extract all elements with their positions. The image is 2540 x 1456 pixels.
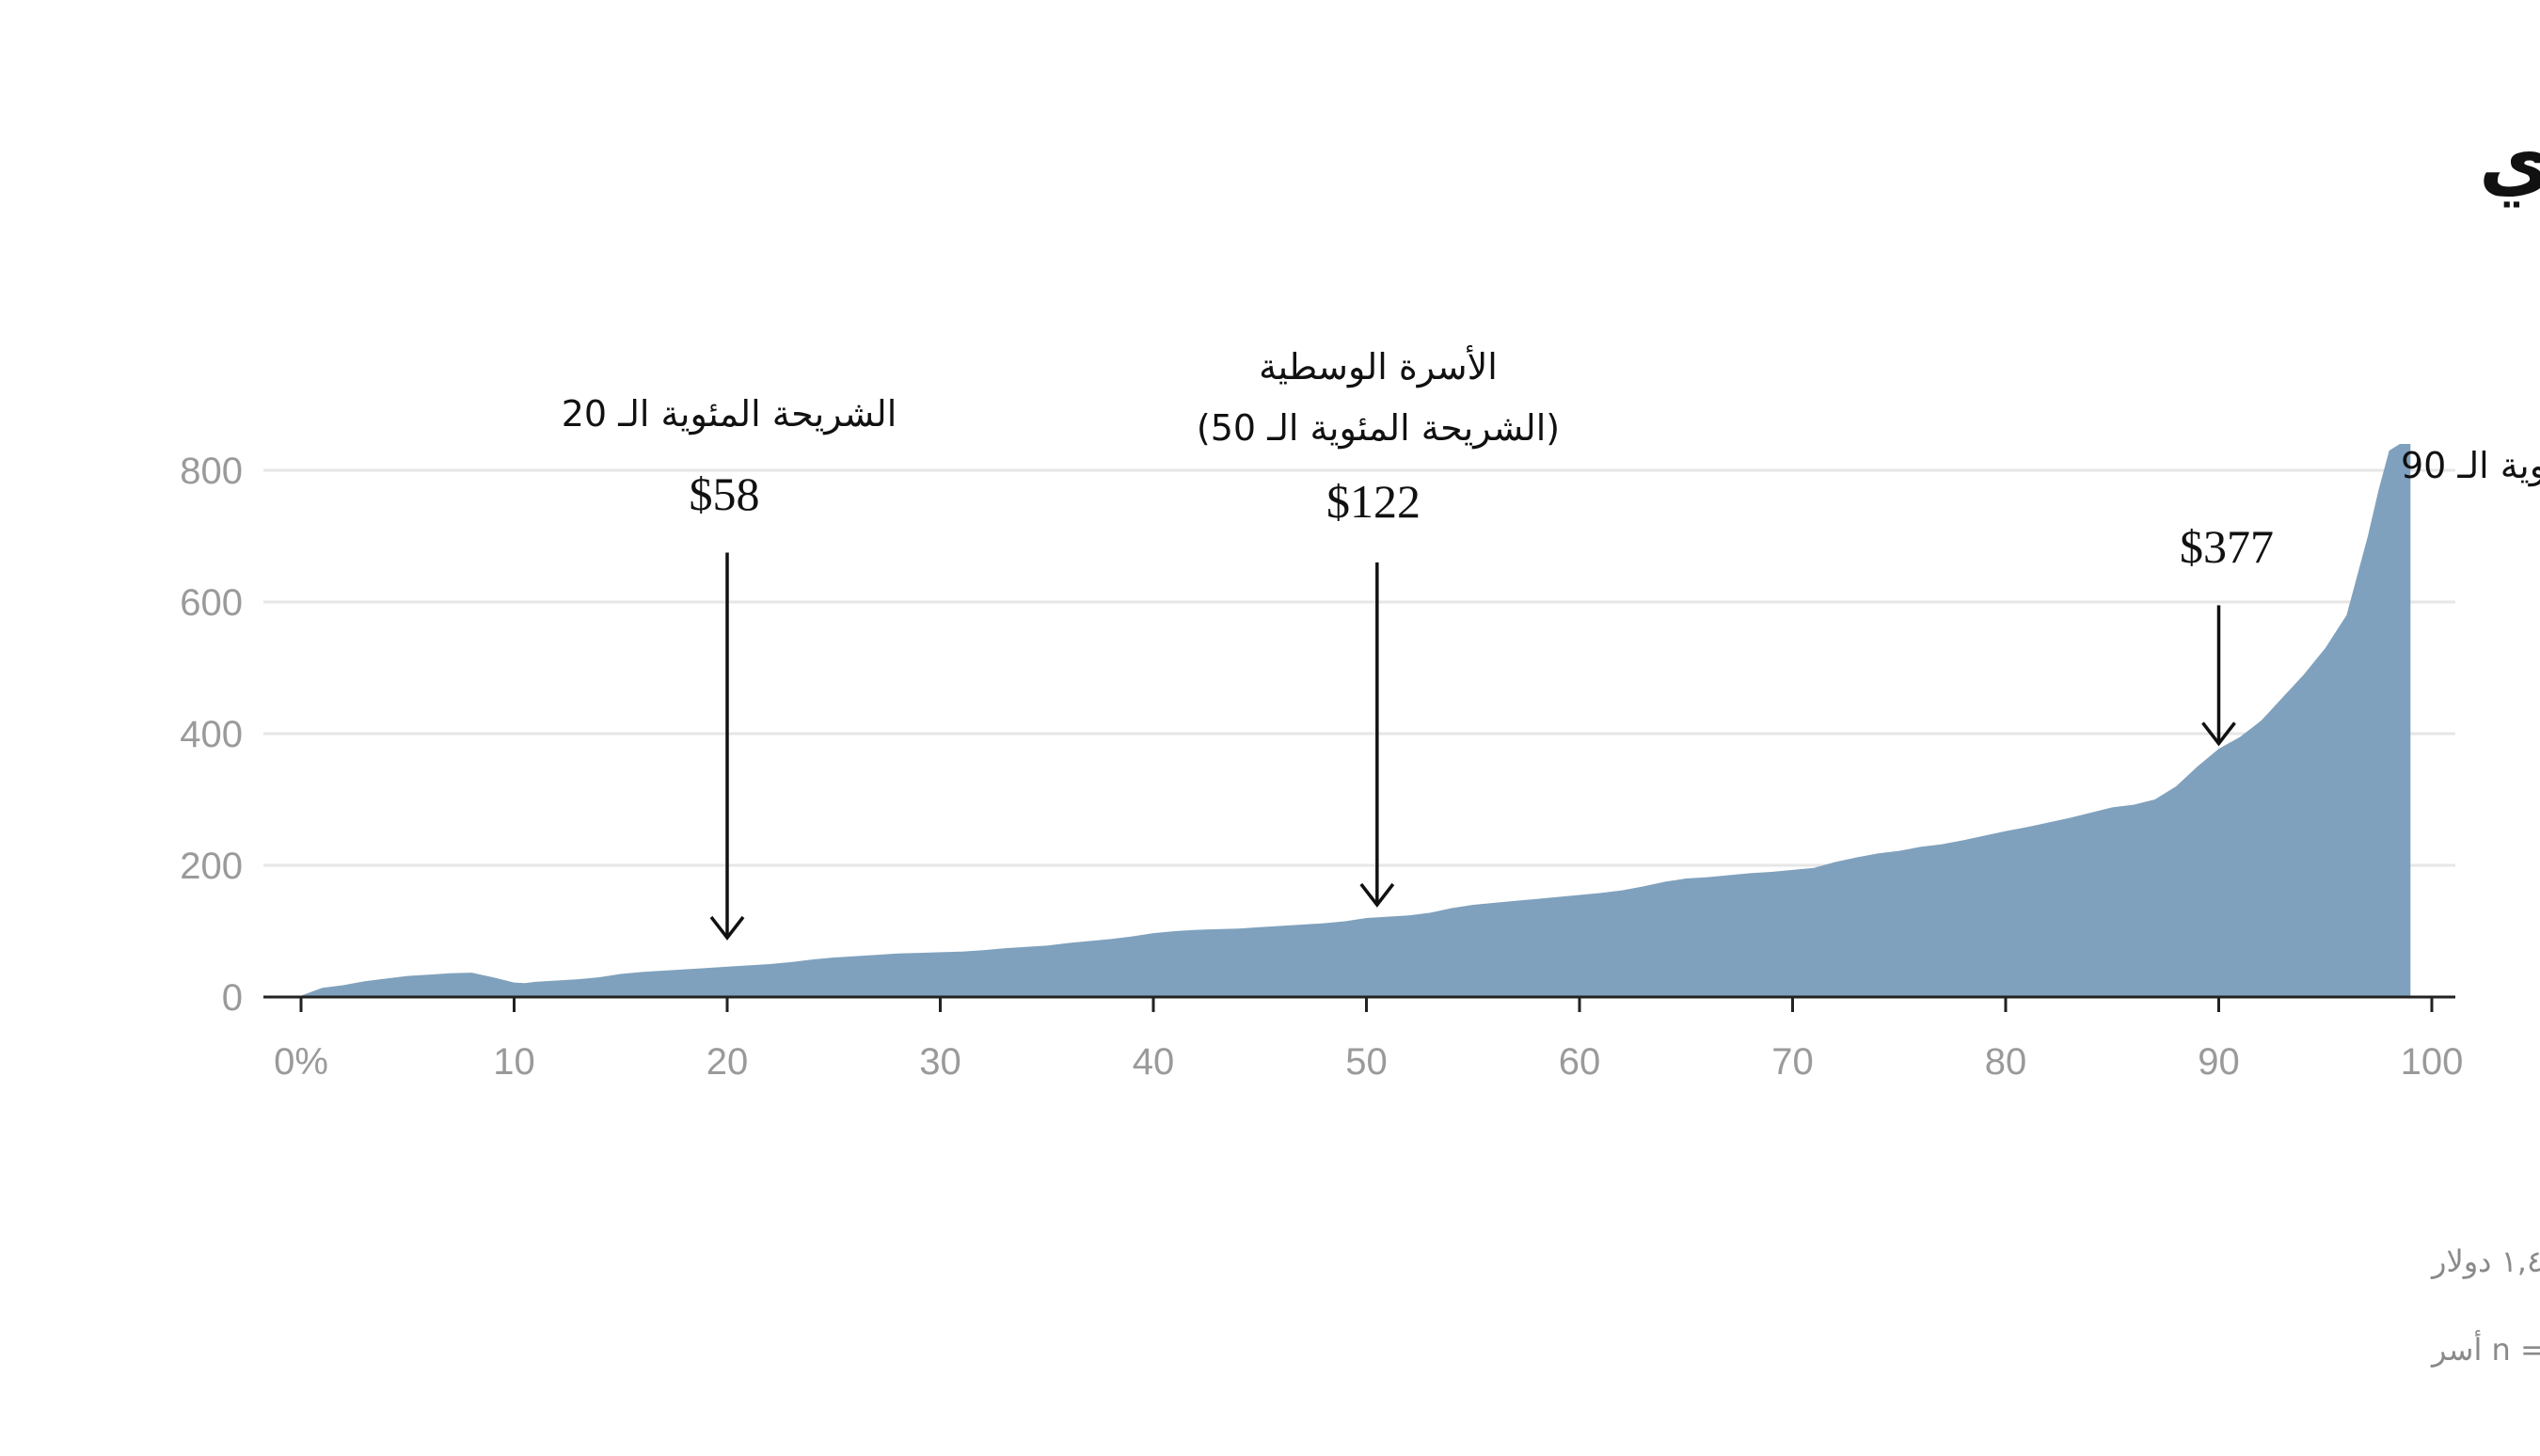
x-tick-label: 40: [1133, 1041, 1175, 1083]
annotation-p90-value: $377: [2180, 520, 2274, 573]
annotation-p20-label: الشريحة المئوية الـ 20: [562, 393, 897, 435]
x-tick-label: 60: [1559, 1041, 1601, 1083]
x-tick-label: 80: [1985, 1041, 2027, 1083]
income-area: [301, 444, 2411, 997]
annotation-p50-label-line2: (الشريحة المئوية الـ 50): [1197, 407, 1560, 450]
x-tick-label: 10: [493, 1041, 535, 1083]
x-tick-label: 0%: [274, 1041, 328, 1083]
y-tick-label: 0: [222, 977, 243, 1019]
annotation-p50: الأسرة الوسطية (الشريحة المئوية الـ 50) …: [1197, 344, 1560, 908]
annotation-p90-label: الشريحة المئوية الـ 90: [2401, 445, 2540, 487]
annotation-p20: الشريحة المئوية الـ 20 $58: [562, 393, 897, 941]
x-tick-label: 100: [2401, 1041, 2464, 1083]
annotation-p90-arrowhead: [2201, 721, 2236, 747]
chart-title: توزع العائلات بحسب الدخل الشهري: [2479, 115, 2540, 208]
annotation-p50-arrowhead: [1359, 882, 1395, 908]
x-tick-label: 70: [1771, 1041, 1814, 1083]
chart-source: المصدر: مسح هيومن رايتس ووتش، نوفمبر/تشر…: [2430, 1330, 2540, 1368]
x-tick-label: 20: [706, 1041, 749, 1083]
y-tick-label: 600: [180, 582, 243, 624]
x-tick-label: 90: [2198, 1041, 2240, 1083]
annotation-p50-label-line1: الأسرة الوسطية: [1259, 344, 1498, 388]
y-tick-label: 800: [180, 451, 243, 492]
x-tick-label: 30: [919, 1041, 961, 1083]
annotation-p90: الشريحة المئوية الـ 90 $377: [2180, 445, 2540, 747]
chart-note: ملاحظة: نظرا للقياس، لم نشمل العائلات ذو…: [2430, 1242, 2540, 1279]
annotation-p50-value: $122: [1326, 475, 1421, 528]
annotation-p20-value: $58: [690, 467, 760, 520]
x-tick-label: 50: [1345, 1041, 1388, 1083]
annotation-p20-arrowhead: [709, 915, 745, 941]
x-axis: 0% 10 20 30 40 50 60 70 80 90 100: [274, 997, 2463, 1083]
y-axis: 0 200 400 600 800: [180, 451, 243, 1019]
y-tick-label: 200: [180, 846, 243, 887]
y-tick-label: 400: [180, 714, 243, 755]
